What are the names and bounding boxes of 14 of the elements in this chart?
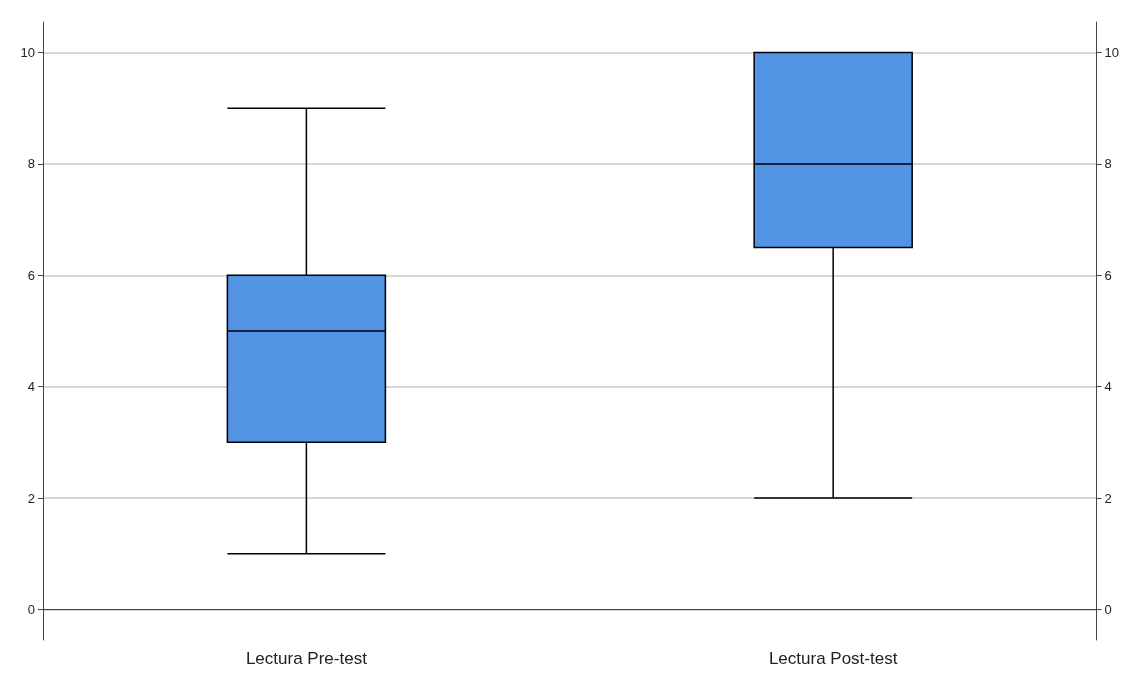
y2-tick-label: 10 [1104,45,1120,61]
y2-tick-label: 0 [1104,601,1112,617]
x-tick-label: Lectura Pre-test [245,649,368,668]
y2-tick-label: 6 [1104,267,1112,283]
y-tick-label: 6 [27,267,35,283]
y-tick-label: 2 [27,490,35,506]
y-tick-label: 4 [27,379,35,395]
y2-tick-label: 4 [1104,379,1112,395]
x-tick-label: Lectura Post-test [768,649,898,668]
y2-tick-label: 8 [1104,156,1112,172]
y-tick-label: 8 [27,156,35,172]
y-tick-label: 0 [27,601,35,617]
y-tick-label: 10 [20,45,35,61]
y2-tick-label: 2 [1104,490,1112,506]
